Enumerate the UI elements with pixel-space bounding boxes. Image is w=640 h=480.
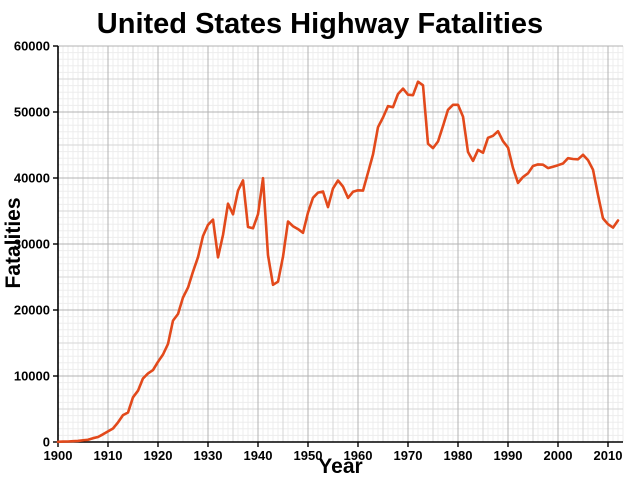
chart-title: United States Highway Fatalities bbox=[96, 8, 544, 40]
x-tick-label: 1970 bbox=[394, 448, 423, 463]
y-tick-label: 30000 bbox=[14, 237, 50, 252]
x-tick-label: 2010 bbox=[594, 448, 623, 463]
gridlines-major bbox=[57, 45, 623, 443]
x-tick-label: 1990 bbox=[494, 448, 523, 463]
data-series-fatalities bbox=[56, 80, 620, 444]
x-tick-label: 1980 bbox=[444, 448, 473, 463]
y-tick-label: 50000 bbox=[14, 105, 50, 120]
y-tick-label: 10000 bbox=[14, 369, 50, 384]
x-tick-label: 1920 bbox=[144, 448, 173, 463]
axes bbox=[53, 45, 623, 447]
x-tick-label: 1940 bbox=[244, 448, 273, 463]
x-tick-label: 1960 bbox=[344, 448, 373, 463]
x-tick-label: 1930 bbox=[194, 448, 223, 463]
x-axis-title: Year bbox=[318, 455, 363, 478]
y-tick-label: 20000 bbox=[14, 303, 50, 318]
y-tick-label: 40000 bbox=[14, 171, 50, 186]
x-tick-label: 1910 bbox=[94, 448, 123, 463]
y-tick-label: 60000 bbox=[14, 39, 50, 54]
x-tick-label: 2000 bbox=[544, 448, 573, 463]
tick-labels: 1900 1910 1920 1930 1940 1950 1960 1970 1980 1990… bbox=[14, 39, 623, 464]
x-tick-label: 1950 bbox=[294, 448, 323, 463]
x-tick-label: 1900 bbox=[44, 448, 73, 463]
y-tick-label: 0 bbox=[43, 435, 50, 450]
